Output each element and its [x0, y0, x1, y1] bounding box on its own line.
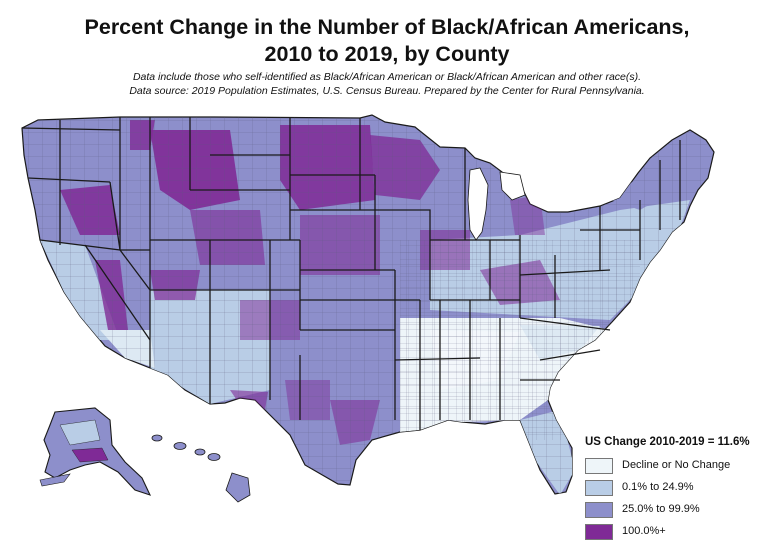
- map-title-line1: Percent Change in the Number of Black/Af…: [84, 15, 690, 39]
- legend-label: Decline or No Change: [622, 459, 731, 471]
- map-title-line2: 2010 to 2019, by County: [264, 42, 510, 66]
- lake-huron: [499, 171, 526, 201]
- hawaii: [151, 434, 251, 503]
- subtitle-definition: Data include those who self-identified a…: [132, 71, 642, 83]
- legend-label: 100.0%+: [622, 525, 666, 537]
- legend-title: US Change 2010-2019 = 11.6%: [585, 436, 750, 448]
- legend-swatch: [585, 502, 613, 518]
- legend-label: 0.1% to 24.9%: [622, 481, 694, 493]
- legend-swatch: [585, 458, 613, 474]
- legend-swatch: [585, 480, 613, 496]
- legend-label: 25.0% to 99.9%: [622, 503, 700, 515]
- state-borders: [21, 117, 681, 430]
- alaska: [39, 407, 152, 496]
- lake-michigan: [467, 167, 489, 241]
- subtitle-source: Data source: 2019 Population Estimates, …: [129, 85, 645, 97]
- legend-swatch: [585, 524, 613, 540]
